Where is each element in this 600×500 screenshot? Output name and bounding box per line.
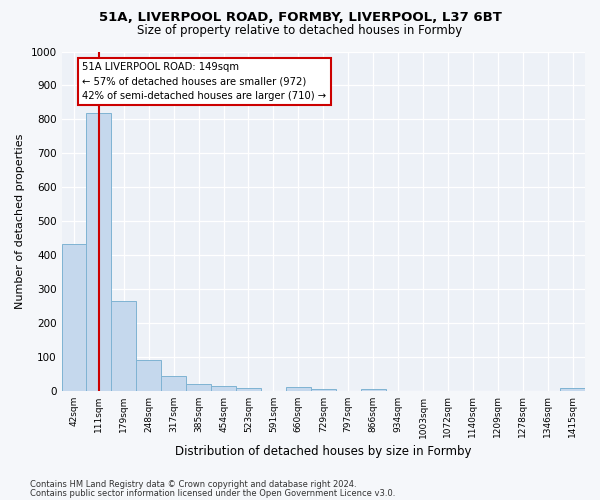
Y-axis label: Number of detached properties: Number of detached properties xyxy=(15,134,25,308)
Bar xyxy=(286,387,311,390)
Bar xyxy=(136,360,161,390)
Bar xyxy=(236,388,261,390)
Bar xyxy=(361,389,386,390)
Text: 51A, LIVERPOOL ROAD, FORMBY, LIVERPOOL, L37 6BT: 51A, LIVERPOOL ROAD, FORMBY, LIVERPOOL, … xyxy=(98,11,502,24)
X-axis label: Distribution of detached houses by size in Formby: Distribution of detached houses by size … xyxy=(175,444,472,458)
Bar xyxy=(112,300,136,390)
Bar xyxy=(186,384,211,390)
Bar xyxy=(311,389,336,390)
Text: Contains HM Land Registry data © Crown copyright and database right 2024.: Contains HM Land Registry data © Crown c… xyxy=(30,480,356,489)
Bar xyxy=(161,376,186,390)
Bar xyxy=(560,388,585,390)
Bar xyxy=(62,244,86,390)
Text: 51A LIVERPOOL ROAD: 149sqm
← 57% of detached houses are smaller (972)
42% of sem: 51A LIVERPOOL ROAD: 149sqm ← 57% of deta… xyxy=(82,62,326,102)
Text: Size of property relative to detached houses in Formby: Size of property relative to detached ho… xyxy=(137,24,463,37)
Bar xyxy=(211,386,236,390)
Text: Contains public sector information licensed under the Open Government Licence v3: Contains public sector information licen… xyxy=(30,489,395,498)
Bar xyxy=(86,112,112,390)
